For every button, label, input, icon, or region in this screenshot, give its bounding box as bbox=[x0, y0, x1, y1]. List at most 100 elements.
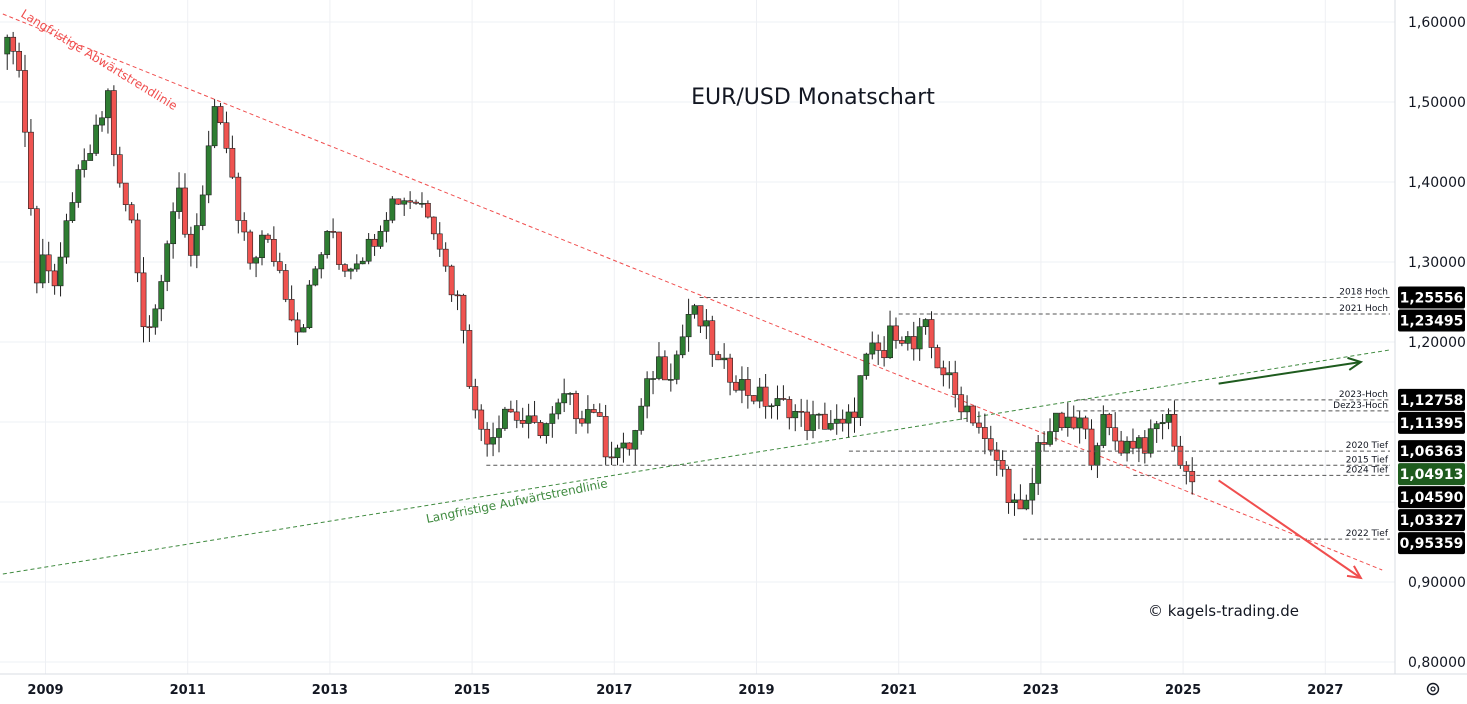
candle-body bbox=[999, 460, 1006, 470]
candle bbox=[893, 317, 899, 349]
candle-body bbox=[1047, 431, 1053, 445]
candle-body bbox=[661, 356, 668, 381]
candle-body bbox=[347, 268, 354, 272]
candle-body bbox=[1153, 423, 1160, 430]
candle bbox=[478, 404, 485, 442]
candle bbox=[199, 185, 206, 231]
candle-body bbox=[1135, 437, 1142, 449]
candle-body bbox=[69, 202, 76, 221]
candle-body bbox=[780, 398, 787, 400]
candle bbox=[584, 395, 591, 434]
candle-body bbox=[1159, 422, 1166, 425]
trendline bbox=[2, 349, 1390, 575]
candle-body bbox=[51, 270, 58, 287]
candle bbox=[513, 400, 520, 429]
settings-gear-icon[interactable] bbox=[1426, 682, 1440, 696]
price-badge-text: 1,12758 bbox=[1400, 393, 1464, 409]
candle bbox=[4, 34, 11, 70]
candle bbox=[691, 303, 698, 319]
candle-body bbox=[478, 409, 485, 430]
candle bbox=[1047, 418, 1053, 447]
candle bbox=[57, 242, 64, 297]
candle bbox=[1076, 410, 1083, 444]
candle-body bbox=[750, 395, 757, 402]
candle-body bbox=[407, 200, 414, 203]
candle-body bbox=[638, 405, 645, 431]
candle bbox=[1135, 435, 1142, 463]
candle-body bbox=[454, 294, 461, 297]
candle-body bbox=[1100, 414, 1107, 446]
candle bbox=[964, 395, 970, 423]
candle bbox=[395, 198, 402, 205]
candle-body bbox=[318, 254, 325, 270]
candle-body bbox=[596, 412, 603, 417]
level-label: 2020 Tief bbox=[1346, 441, 1389, 451]
candle bbox=[253, 255, 259, 278]
candle bbox=[946, 361, 953, 389]
candle-body bbox=[721, 357, 728, 361]
candle bbox=[898, 336, 905, 347]
candle-body bbox=[176, 187, 182, 212]
candle bbox=[549, 406, 556, 438]
candle bbox=[827, 410, 834, 431]
candle bbox=[63, 213, 70, 264]
x-tick-label: 2011 bbox=[170, 683, 206, 698]
candle bbox=[401, 197, 408, 216]
candle-body bbox=[970, 405, 976, 424]
candle bbox=[205, 130, 212, 204]
candle-body bbox=[436, 233, 443, 250]
level-label: Dez23-Hoch bbox=[1333, 401, 1388, 411]
candle bbox=[650, 371, 656, 395]
price-badge: 1,12758 bbox=[1398, 388, 1465, 411]
candle bbox=[81, 148, 88, 178]
candle bbox=[786, 396, 793, 430]
candle-body bbox=[288, 299, 295, 321]
gear-hub bbox=[1430, 686, 1436, 692]
candle-body bbox=[739, 379, 745, 391]
candle bbox=[798, 398, 805, 427]
candle-body bbox=[300, 327, 307, 333]
candle bbox=[140, 257, 147, 343]
level-label: 2022 Tief bbox=[1346, 529, 1389, 539]
candle-body bbox=[22, 70, 28, 133]
candle-body bbox=[573, 393, 579, 420]
candle-body bbox=[57, 256, 64, 287]
candle bbox=[170, 202, 177, 259]
price-badge-text: 1,23495 bbox=[1400, 314, 1464, 330]
candle-body bbox=[81, 160, 88, 170]
candle-body bbox=[567, 393, 573, 395]
projection-arrow bbox=[1218, 479, 1362, 579]
candle bbox=[324, 230, 331, 259]
candle bbox=[697, 305, 704, 333]
candle bbox=[1064, 402, 1071, 437]
candle bbox=[875, 334, 882, 365]
candle-body bbox=[413, 201, 419, 204]
candle bbox=[490, 422, 496, 457]
candle bbox=[774, 385, 781, 420]
candle-body bbox=[810, 414, 816, 431]
candle bbox=[45, 241, 52, 284]
candle-body bbox=[294, 319, 301, 333]
candle-body bbox=[608, 456, 615, 459]
candle-body bbox=[898, 340, 905, 344]
candle bbox=[673, 350, 680, 385]
price-badge: 1,25556 bbox=[1398, 286, 1465, 309]
candle-body bbox=[87, 153, 94, 161]
price-badge: 1,06363 bbox=[1398, 440, 1465, 463]
candle-body bbox=[247, 231, 254, 264]
candle bbox=[229, 135, 236, 180]
candle bbox=[744, 366, 751, 409]
candle-body bbox=[531, 415, 538, 423]
candle-body bbox=[1106, 414, 1113, 428]
candle-body bbox=[448, 265, 455, 296]
candle-body bbox=[1029, 483, 1036, 501]
x-tick-label: 2019 bbox=[738, 683, 774, 698]
candle bbox=[756, 377, 763, 409]
candle-body bbox=[910, 336, 917, 350]
candle-body bbox=[1023, 499, 1030, 510]
price-badge-bg bbox=[1398, 463, 1465, 486]
candle bbox=[359, 257, 366, 265]
downtrend-label: Langfristige Abwärtstrendlinie bbox=[18, 7, 179, 113]
